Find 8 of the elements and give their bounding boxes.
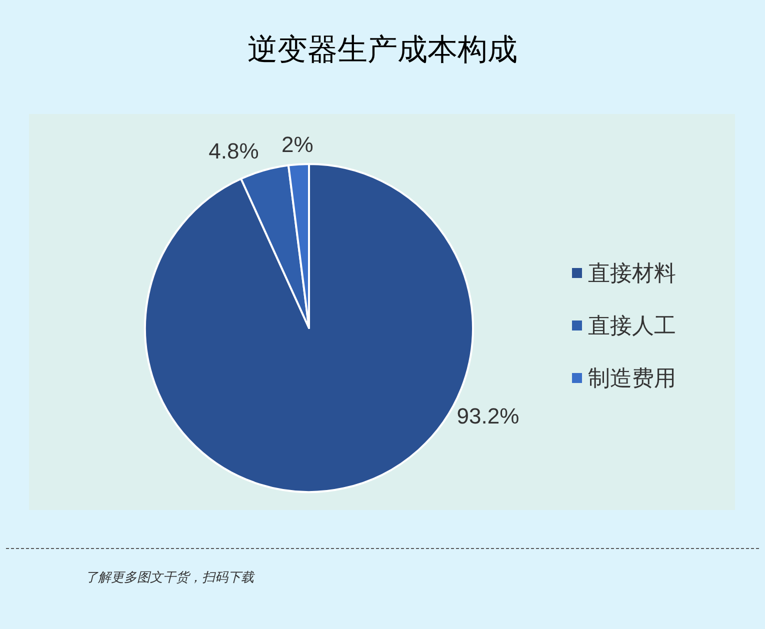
legend-label: 直接材料 [588, 260, 676, 286]
text: 了解更多图文干货，扫码下载 [85, 570, 255, 584]
legend-label: 制造费用 [588, 366, 676, 390]
data-label: 2% [282, 132, 314, 157]
legend-label: 直接人工 [588, 313, 676, 338]
chart-title: 逆变器生产成本构成 [248, 34, 518, 66]
data-label: 93.2% [456, 404, 520, 429]
data-label: 4.8% [208, 138, 259, 164]
